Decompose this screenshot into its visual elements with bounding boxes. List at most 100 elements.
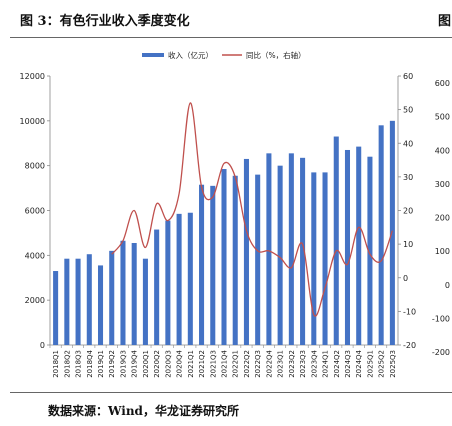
left-tick-label: 0 <box>40 341 45 350</box>
x-tick-label: 2024Q1 <box>322 350 330 378</box>
right2-tick-label: 200 <box>435 214 450 223</box>
right1-tick-label: 30 <box>403 173 413 182</box>
revenue-bar <box>221 169 227 345</box>
x-tick-label: 2023Q2 <box>288 350 296 378</box>
revenue-bar <box>97 265 104 345</box>
right1-tick-label: 20 <box>403 207 413 216</box>
legend-bar-swatch <box>142 53 164 57</box>
revenue-bar <box>232 175 238 345</box>
x-tick-label: 2024Q2 <box>333 350 341 378</box>
right1-tick-label: 50 <box>403 106 413 115</box>
right1-tick-label: -20 <box>403 341 416 350</box>
right2-tick-label: 400 <box>435 146 450 155</box>
x-tick-label: 2020Q2 <box>153 350 161 378</box>
revenue-bar <box>344 149 351 345</box>
x-tick-label: 2023Q1 <box>277 350 285 378</box>
revenue-bar <box>389 120 395 345</box>
next-figure-title-fragment: 图 <box>438 14 452 29</box>
left-tick-label: 10000 <box>20 117 45 126</box>
x-tick-label: 2018Q4 <box>86 349 94 377</box>
revenue-bar <box>266 153 272 345</box>
x-tick-label: 2022Q1 <box>232 350 240 378</box>
revenue-bar <box>367 156 373 345</box>
right1-tick-label: 60 <box>403 72 413 81</box>
revenue-bar <box>120 240 126 345</box>
x-tick-label: 2025Q2 <box>378 350 386 378</box>
right2-tick-label: 500 <box>435 113 450 122</box>
revenue-bar <box>187 212 193 345</box>
x-tick-label: 2021Q1 <box>187 350 195 378</box>
revenue-bar <box>109 250 115 345</box>
right1-tick-label: 0 <box>403 274 408 283</box>
legend-bar-label: 收入（亿元） <box>168 50 213 60</box>
bottom-rule <box>10 392 452 393</box>
yoy-line <box>111 102 393 317</box>
x-tick-label: 2024Q3 <box>344 350 352 378</box>
revenue-bar <box>154 229 160 345</box>
revenue-bar <box>311 172 317 345</box>
revenue-bar <box>322 172 328 345</box>
x-tick-label: 2019Q2 <box>108 350 116 378</box>
right1-tick-label: 40 <box>403 139 413 148</box>
x-tick-label: 2018Q3 <box>75 350 83 378</box>
top-rule <box>10 37 452 38</box>
x-tick-label: 2025Q1 <box>366 350 374 378</box>
left-tick-label: 8000 <box>25 162 45 171</box>
revenue-bar <box>165 220 171 345</box>
x-tick-label: 2019Q1 <box>97 350 105 378</box>
revenue-bar <box>378 125 384 345</box>
x-tick-label: 2020Q3 <box>164 350 172 378</box>
revenue-bar <box>131 243 137 345</box>
right1-tick-label: 10 <box>403 240 413 249</box>
right2-tick-label: -100 <box>432 314 450 323</box>
revenue-bar <box>199 184 205 345</box>
revenue-bar <box>255 174 261 345</box>
figure-title: 图 3：有色行业收入季度变化 <box>20 14 190 29</box>
x-tick-label: 2021Q3 <box>209 350 217 378</box>
x-tick-label: 2022Q4 <box>265 349 273 377</box>
x-tick-label: 2021Q2 <box>198 350 206 378</box>
revenue-bar <box>333 136 339 345</box>
revenue-bar <box>53 271 59 345</box>
legend: 收入（亿元） 同比（%，右轴） <box>142 50 306 60</box>
x-tick-label: 2023Q4 <box>310 349 318 377</box>
x-tick-label: 2022Q3 <box>254 350 262 378</box>
left-tick-label: 6000 <box>25 207 45 216</box>
revenue-bar <box>277 165 283 345</box>
left-tick-label: 2000 <box>25 296 45 305</box>
x-tick-label: 2020Q1 <box>142 350 150 378</box>
x-tick-label: 2025Q3 <box>389 350 397 378</box>
legend-line-label: 同比（%，右轴） <box>246 50 306 60</box>
x-tick-label: 2022Q2 <box>243 350 251 378</box>
right2-tick-label: 100 <box>435 247 450 256</box>
right1-tick-label: -10 <box>403 307 416 316</box>
revenue-bar <box>300 157 306 345</box>
x-tick-label: 2019Q4 <box>131 349 139 377</box>
revenue-bar <box>142 258 148 345</box>
revenue-bar <box>75 258 81 345</box>
x-tick-label: 2023Q3 <box>299 350 307 378</box>
x-tick-label: 2024Q4 <box>355 349 363 377</box>
right2-tick-label: -200 <box>432 348 450 357</box>
x-tick-label: 2021Q4 <box>221 349 229 377</box>
right2-tick-label: 0 <box>445 281 450 290</box>
revenue-bar <box>210 185 216 345</box>
left-tick-label: 12000 <box>20 72 45 81</box>
revenue-bar <box>356 146 362 345</box>
right2-tick-label: 600 <box>435 79 450 88</box>
revenue-bar <box>243 158 249 345</box>
line-series <box>111 102 393 317</box>
x-tick-label: 2018Q2 <box>63 350 71 378</box>
source-note: 数据来源：Wind，华龙证券研究所 <box>48 404 239 418</box>
left-tick-label: 4000 <box>25 251 45 260</box>
x-tick-label: 2020Q4 <box>176 349 184 377</box>
revenue-bar <box>176 213 182 345</box>
bar-series <box>53 120 395 345</box>
revenue-bar <box>288 153 294 345</box>
revenue-bar <box>64 258 70 345</box>
x-tick-label: 2018Q1 <box>52 350 60 378</box>
right2-tick-label: 300 <box>435 180 450 189</box>
revenue-bar <box>86 254 92 345</box>
x-tick-label: 2019Q3 <box>119 350 127 378</box>
